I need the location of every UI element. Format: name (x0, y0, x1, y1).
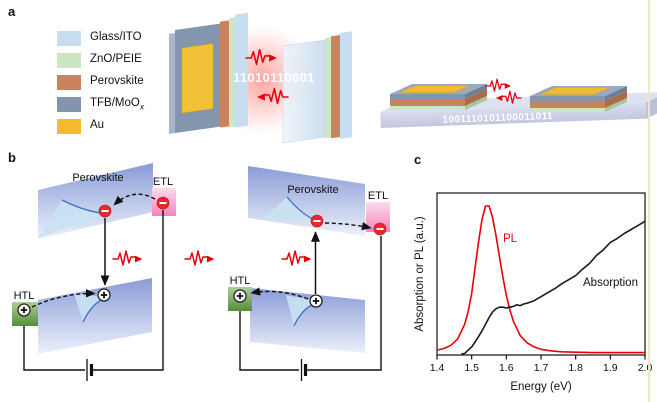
pl-curve (436, 205, 645, 354)
htl-label: HTL (14, 290, 35, 302)
valence-band (38, 278, 152, 354)
htl-label: HTL (230, 275, 251, 287)
x-tick-label: 1.8 (568, 362, 583, 374)
absorption-curve (461, 220, 646, 355)
electron-icon (98, 204, 112, 218)
legend-item-perovskite: Perovskite (57, 71, 144, 93)
panel-b-label: b (8, 150, 16, 165)
absorption-curve-label: Absorption (583, 277, 638, 289)
panel-c-chart: 1.4 1.5 1.6 1.7 1.8 1.9 2.0 Energy (eV) Absorp… (414, 192, 653, 393)
perovskite-swatch (57, 74, 81, 90)
pl-curve-label: PL (503, 233, 518, 245)
glass-pane (282, 39, 326, 144)
plot-area (436, 205, 646, 355)
panel-a-label: a (8, 4, 16, 19)
emitter-device (169, 12, 248, 134)
y-axis-label: Absorption or PL (a.u.) (414, 216, 426, 331)
layer-legend: Glass/ITO ZnO/PEIE Perovskite TFB/MoOx A… (57, 27, 144, 137)
electron-extraction-arrow (324, 221, 372, 231)
x-tick-label: 1.4 (430, 362, 445, 374)
x-tick-label: 1.9 (603, 362, 618, 374)
lateral-chip-left (389, 83, 488, 111)
photon-right-icon (281, 250, 313, 266)
photon-right-icon (184, 250, 216, 266)
hole-icon (233, 289, 247, 303)
hole-extraction-arrow (250, 287, 309, 300)
conduction-band (248, 166, 365, 236)
zno-peie-swatch (57, 52, 81, 68)
electron-transfer-arrow (113, 193, 156, 206)
photon-right-icon (112, 250, 144, 266)
au-electrode (181, 43, 214, 114)
perovskite-label: Perovskite (287, 184, 338, 196)
electron-icon (310, 214, 324, 228)
legend-label-zno-peie: ZnO/PEIE (90, 52, 142, 65)
photon-right-icon (485, 78, 512, 92)
electron-icon (156, 196, 170, 210)
lateral-device-pair: 1001110101100011011 (380, 78, 657, 128)
legend-item-tfb-moox: TFB/MoOx (57, 93, 144, 115)
x-tick-label: 1.7 (534, 362, 549, 374)
legend-label-glass-ito: Glass/ITO (90, 30, 142, 43)
hole-icon (309, 294, 323, 308)
x-tick-label: 2.0 (638, 362, 653, 374)
plot-frame (436, 192, 646, 356)
etl-label: ETL (153, 176, 173, 188)
etl-label: ETL (368, 190, 388, 202)
circuit-wire (307, 236, 382, 371)
legend-label-tfb-moox: TFB/MoO (90, 96, 140, 109)
panel-b-diagrams: Perovskite ETL HTL (12, 163, 390, 381)
circuit-wire (23, 326, 85, 371)
electron-icon (373, 222, 387, 236)
legend-item-glass-ito: Glass/ITO (57, 27, 144, 49)
panel-a-illustration: 11010110001 1001110101100011011 (169, 12, 657, 144)
x-tick-label: 1.5 (464, 362, 479, 374)
circuit-wire (239, 311, 299, 371)
glass-ito-swatch (57, 30, 81, 46)
legend-label-perovskite: Perovskite (90, 74, 144, 87)
tfb-moox-swatch (57, 96, 81, 112)
x-axis-label: Energy (eV) (510, 381, 572, 393)
x-tick-label: 1.6 (499, 362, 514, 374)
x-axis-ticks: 1.4 1.5 1.6 1.7 1.8 1.9 2.0 (430, 355, 653, 374)
hole-icon (97, 288, 111, 302)
binary-data-stream-left: 11010110001 (233, 71, 315, 85)
lateral-chip-right (529, 85, 628, 113)
binary-data-stream-right: 1001110101100011011 (442, 111, 553, 126)
legend-item-zno-peie: ZnO/PEIE (57, 49, 144, 71)
au-swatch (57, 118, 81, 134)
hole-icon (17, 303, 31, 317)
circuit-wire (93, 210, 164, 371)
face-to-face-device-pair: 11010110001 (169, 12, 352, 144)
panel-c-label: c (414, 152, 422, 167)
page-margin-line (648, 0, 650, 402)
legend-item-au: Au (57, 115, 144, 137)
band-diagram-receiver: Perovskite ETL HTL (228, 166, 390, 381)
legend-label-au: Au (90, 118, 105, 131)
band-diagram-emitter: Perovskite ETL HTL (12, 163, 216, 381)
receiver-device (282, 31, 352, 144)
valence-band (250, 288, 365, 353)
perovskite-label: Perovskite (72, 172, 123, 184)
